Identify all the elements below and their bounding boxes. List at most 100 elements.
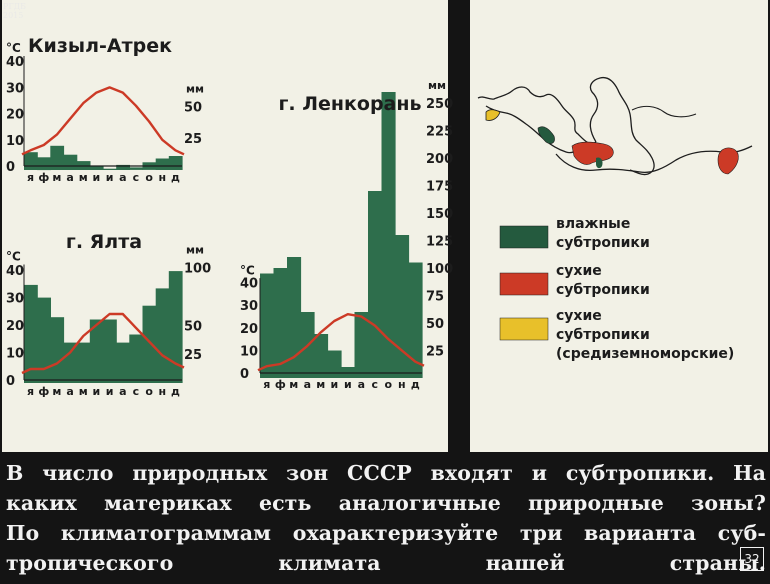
precip-tick-label: 250: [426, 97, 453, 112]
precip-tick-label: 50: [426, 317, 444, 332]
precip-tick-label: 125: [426, 235, 453, 250]
legend-label: влажные: [556, 216, 630, 232]
precip-bar: [368, 191, 383, 378]
precip-bar: [155, 288, 170, 383]
month-label: и: [93, 385, 101, 398]
temp-tick-label: 20: [6, 319, 24, 334]
watermark-line-2: 2015: [3, 11, 24, 20]
month-label: ф: [38, 385, 49, 398]
precip-bar: [37, 157, 51, 171]
precip-bar: [63, 342, 78, 383]
month-label: с: [133, 171, 140, 184]
precip-tick-label: 150: [426, 207, 453, 222]
month-label: ф: [275, 378, 286, 391]
month-label: я: [263, 378, 270, 391]
temp-tick-label: 10: [240, 344, 258, 359]
month-label: и: [106, 385, 114, 398]
precip-bar: [89, 319, 104, 383]
legend-label: субтропики: [556, 327, 650, 343]
precip-tick-label: 50: [184, 100, 202, 115]
month-label: м: [52, 385, 61, 398]
month-label: с: [133, 385, 140, 398]
caption-text: В число природных зон СССР входят и субт…: [6, 458, 766, 578]
precip-bar: [103, 168, 117, 170]
map-border-line: [631, 105, 697, 118]
month-label: я: [27, 171, 34, 184]
caption-line-3: По климатограммам охарактеризуйте три ва…: [6, 521, 766, 545]
precip-bar: [116, 164, 130, 170]
precip-bar: [260, 273, 275, 378]
temperature-curve: [257, 313, 425, 372]
watermark: РГДБ 2015: [3, 2, 26, 20]
precip-bar: [37, 297, 51, 383]
precip-unit-label: мм: [186, 244, 204, 257]
month-label: а: [119, 171, 126, 184]
month-label: н: [398, 378, 406, 391]
climatograms: я ф м а м и и а с о н д010203040°C2550ммКизыл-Атрек…: [6, 35, 453, 398]
map: [477, 76, 753, 176]
temp-tick-label: 10: [6, 347, 24, 362]
temp-tick-label: 30: [240, 299, 258, 314]
precip-bar: [50, 317, 65, 383]
month-label: я: [27, 385, 34, 398]
climatogram-3: я ф м а м и и а с о н д010203040°C25507510012515017…: [240, 79, 453, 391]
month-label: а: [119, 385, 126, 398]
precip-bar: [50, 145, 65, 170]
month-label: м: [79, 385, 88, 398]
precip-tick-label: 25: [184, 132, 202, 147]
month-label: а: [66, 385, 73, 398]
precip-tick-label: 25: [426, 345, 444, 360]
precip-bar: [103, 319, 117, 383]
temp-tick-label: 0: [240, 367, 249, 382]
temp-tick-label: 40: [240, 277, 258, 292]
precip-bar: [168, 156, 183, 170]
region-lenkoran: [596, 157, 603, 169]
month-label: н: [158, 385, 166, 398]
precip-tick-label: 225: [426, 125, 453, 140]
precip-bar: [168, 271, 183, 383]
month-label: и: [344, 378, 352, 391]
precip-tick-label: 50: [184, 319, 202, 334]
month-label: о: [145, 171, 153, 184]
region-colchis: [537, 126, 555, 144]
month-label: и: [93, 171, 101, 184]
month-label: о: [145, 385, 153, 398]
precip-bar: [354, 312, 369, 378]
map-coastline-black-sea-south: [485, 105, 581, 154]
caption-line-4: тропического климата нашей страны.: [6, 551, 766, 575]
precip-bar: [24, 152, 38, 170]
region-turkmenia: [717, 147, 739, 175]
precip-bar: [314, 334, 329, 378]
month-label: о: [385, 378, 393, 391]
precip-tick-label: 100: [426, 262, 453, 277]
chart-title: г. Ленкорань: [278, 93, 421, 115]
precip-tick-label: 25: [184, 348, 202, 363]
precip-bar: [142, 305, 157, 383]
caption-line-1: В число природных зон СССР входят и субт…: [6, 461, 766, 485]
month-label: м: [316, 378, 325, 391]
month-label: ф: [38, 171, 49, 184]
precip-bar: [381, 92, 396, 378]
page-number: 32: [740, 547, 764, 571]
legend: влажные субтропики сухие субтропики сухие суб…: [499, 216, 734, 362]
precip-unit-label: мм: [186, 82, 204, 95]
precip-tick-label: 175: [426, 180, 453, 195]
map-caspian-sea: [589, 76, 655, 176]
legend-label: (средиземноморские): [556, 346, 734, 362]
precip-bar: [155, 158, 170, 170]
precip-bar: [129, 334, 144, 383]
region-eastern-transcaucasia: [571, 141, 614, 165]
precip-bar: [89, 166, 104, 170]
precip-bar: [327, 350, 342, 378]
month-label: а: [304, 378, 311, 391]
temp-tick-label: 20: [240, 322, 258, 337]
chart-title: Кизыл-Атрек: [28, 35, 172, 57]
legend-swatch: [499, 317, 549, 341]
month-label: а: [358, 378, 365, 391]
precip-bar: [287, 257, 302, 378]
legend-label: субтропики: [556, 282, 650, 298]
temperature-curve: [21, 312, 185, 375]
